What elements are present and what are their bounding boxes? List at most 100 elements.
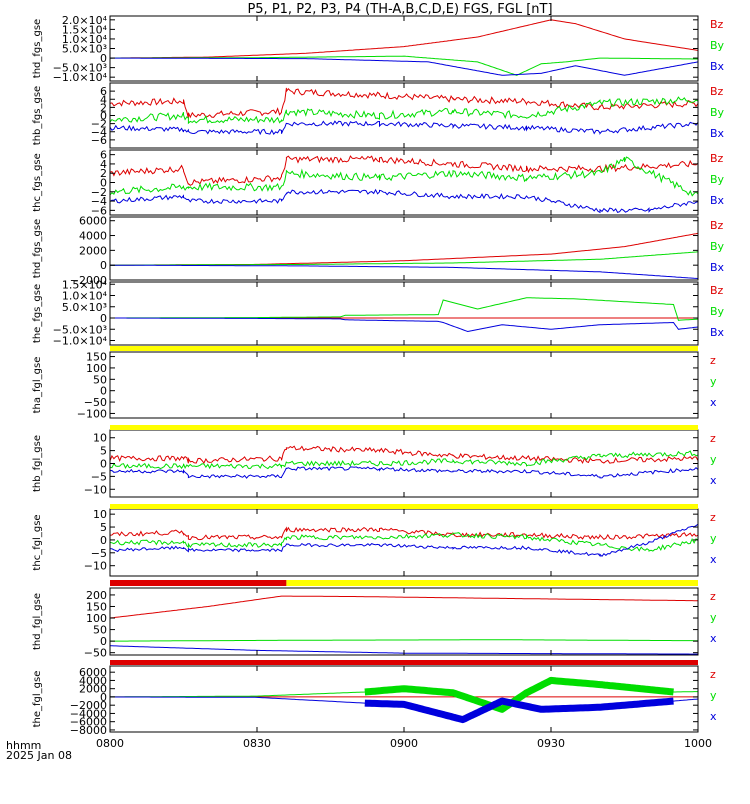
- y-tick-label: 5.0×10³: [62, 43, 107, 56]
- series-line-Bx: [109, 188, 699, 214]
- y-tick-label: 2000: [79, 683, 107, 696]
- legend-label: Bz: [710, 18, 724, 31]
- y-tick-label: −4: [91, 126, 107, 139]
- y-tick-label: 4000: [79, 674, 107, 687]
- y-tick-label: −50: [84, 396, 107, 409]
- y-tick-label: −6: [91, 204, 107, 217]
- y-tick-label: 0: [100, 635, 107, 648]
- y-tick-label: −5: [91, 470, 107, 483]
- y-tick-label: 0: [100, 259, 107, 272]
- y-tick-label: 2.0×10⁴: [62, 14, 108, 27]
- y-tick-label: 2: [100, 167, 107, 180]
- footer-hhmm: hhmm: [6, 739, 41, 752]
- x-tick-label: 0930: [537, 737, 565, 750]
- series-line-y: [109, 532, 699, 552]
- y-tick-label: 0: [100, 312, 107, 325]
- y-tick-label: −50: [84, 647, 107, 660]
- series-line-By: [110, 297, 699, 321]
- y-tick-label: 4000: [79, 230, 107, 243]
- series-line-Bz: [109, 87, 699, 119]
- y-tick-label: −5.0×10³: [53, 62, 107, 75]
- legend-label: By: [710, 39, 725, 52]
- y-tick-label: 5: [100, 445, 107, 458]
- y-tick-label: −8000: [70, 724, 107, 737]
- y-tick-label: −10: [84, 483, 107, 496]
- y-tick-label: 4: [100, 158, 107, 171]
- legend-label: x: [710, 396, 717, 409]
- y-tick-label: 1.0×10⁴: [62, 290, 108, 303]
- y-tick-label: −6: [91, 134, 107, 147]
- y-tick-label: 100: [86, 362, 107, 375]
- y-tick-label: 5: [100, 521, 107, 534]
- y-axis-label: thd_fgs_gse: [32, 19, 43, 78]
- x-tick-label: 1000: [684, 737, 712, 750]
- y-axis-label: thc_fgs_gse: [32, 153, 43, 212]
- series-line-x: [109, 466, 699, 479]
- y-tick-label: 1.5×10⁴: [62, 278, 108, 291]
- y-axis-label: thd_fgs_gse: [32, 219, 43, 278]
- legend-label: x: [710, 710, 717, 723]
- y-tick-label: 150: [86, 351, 107, 364]
- panel-frame: [109, 351, 699, 419]
- y-tick-label: 0: [100, 110, 107, 123]
- legend-label: y: [710, 532, 717, 545]
- y-tick-label: 100: [86, 612, 107, 625]
- y-tick-label: −2: [91, 186, 107, 199]
- series-band-x: [363, 697, 675, 724]
- y-tick-label: −2000: [70, 274, 107, 287]
- legend-label: Bx: [710, 194, 725, 207]
- y-tick-label: −5: [91, 547, 107, 560]
- y-tick-label: 10: [93, 508, 107, 521]
- x-tick-label: 0830: [243, 737, 271, 750]
- y-tick-label: 200: [86, 589, 107, 602]
- legend-label: z: [710, 590, 716, 603]
- x-tick-label: 0800: [96, 737, 124, 750]
- series-line-By: [110, 55, 698, 76]
- y-tick-label: −100: [77, 407, 107, 420]
- legend-label: z: [710, 432, 716, 445]
- y-axis-label: the_fgs_gse: [32, 284, 43, 343]
- panel-frame: [109, 587, 699, 656]
- status-bar: [286, 580, 698, 586]
- y-tick-label: 2: [100, 101, 107, 114]
- series-line-x: [109, 523, 699, 558]
- y-tick-label: 0: [100, 458, 107, 471]
- legend-label: By: [710, 240, 725, 253]
- y-tick-label: −6000: [70, 716, 107, 729]
- panel-frame: [109, 281, 699, 346]
- legend-label: Bx: [710, 326, 725, 339]
- y-tick-label: −1.0×10⁴: [53, 71, 108, 84]
- y-tick-label: 0: [100, 52, 107, 65]
- y-tick-label: −1.0×10⁴: [53, 335, 108, 348]
- y-tick-label: −4000: [70, 707, 107, 720]
- legend-label: z: [710, 668, 716, 681]
- y-tick-label: 5.0×10³: [62, 301, 107, 314]
- legend-label: y: [710, 611, 717, 624]
- series-band-y: [363, 676, 675, 713]
- y-tick-label: 6: [100, 149, 107, 162]
- series-line-Bx: [110, 264, 699, 279]
- chart-title: P5, P1, P2, P3, P4 (TH-A,B,C,D,E) FGS, F…: [247, 2, 552, 17]
- status-bar: [110, 580, 287, 586]
- y-tick-label: 50: [93, 373, 107, 386]
- y-tick-label: 2000: [79, 244, 107, 257]
- status-bar: [110, 425, 698, 430]
- y-tick-label: 150: [86, 600, 107, 613]
- y-tick-label: 0: [100, 534, 107, 547]
- status-bar: [110, 346, 698, 351]
- y-tick-label: −10: [84, 560, 107, 573]
- y-axis-label: thc_fgl_gse: [32, 514, 43, 570]
- legend-label: Bz: [710, 219, 724, 232]
- legend-label: Bx: [710, 261, 725, 274]
- legend-label: Bz: [710, 85, 724, 98]
- y-tick-label: 50: [93, 624, 107, 637]
- panel-frame: [109, 665, 699, 733]
- y-tick-label: 0: [100, 691, 107, 704]
- series-line-Bx: [110, 317, 699, 333]
